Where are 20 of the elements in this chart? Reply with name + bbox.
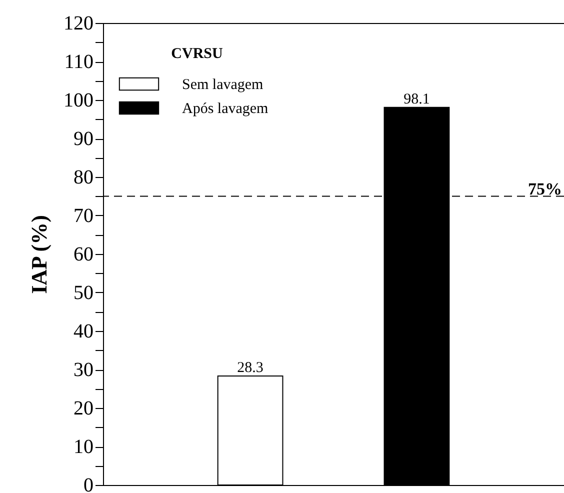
y-tick-label: 90 — [74, 128, 94, 150]
legend-title: CVRSU — [171, 46, 223, 62]
y-tick-label: 60 — [74, 244, 94, 266]
y-tick-label: 30 — [74, 359, 94, 381]
y-axis-title: IAP (%) — [26, 215, 52, 294]
y-tick-label: 10 — [74, 436, 94, 458]
data-label: 28.3 — [237, 360, 264, 376]
y-tick-label: 120 — [64, 12, 94, 34]
ref-line-label: 75% — [528, 179, 562, 198]
y-tick-label: 0 — [84, 474, 94, 493]
legend-label: Sem lavagem — [182, 77, 264, 93]
data-label: 98.1 — [404, 91, 430, 108]
y-tick-label: 110 — [64, 51, 94, 73]
y-tick-label: 20 — [74, 398, 94, 420]
y-tick-label: 100 — [64, 90, 94, 112]
y-tick-label: 50 — [74, 282, 94, 304]
y-tick-label: 70 — [74, 205, 94, 227]
legend-label: Após lavagem — [182, 101, 269, 117]
y-tick-label: 40 — [74, 320, 94, 342]
y-tick-label: 80 — [74, 166, 94, 188]
